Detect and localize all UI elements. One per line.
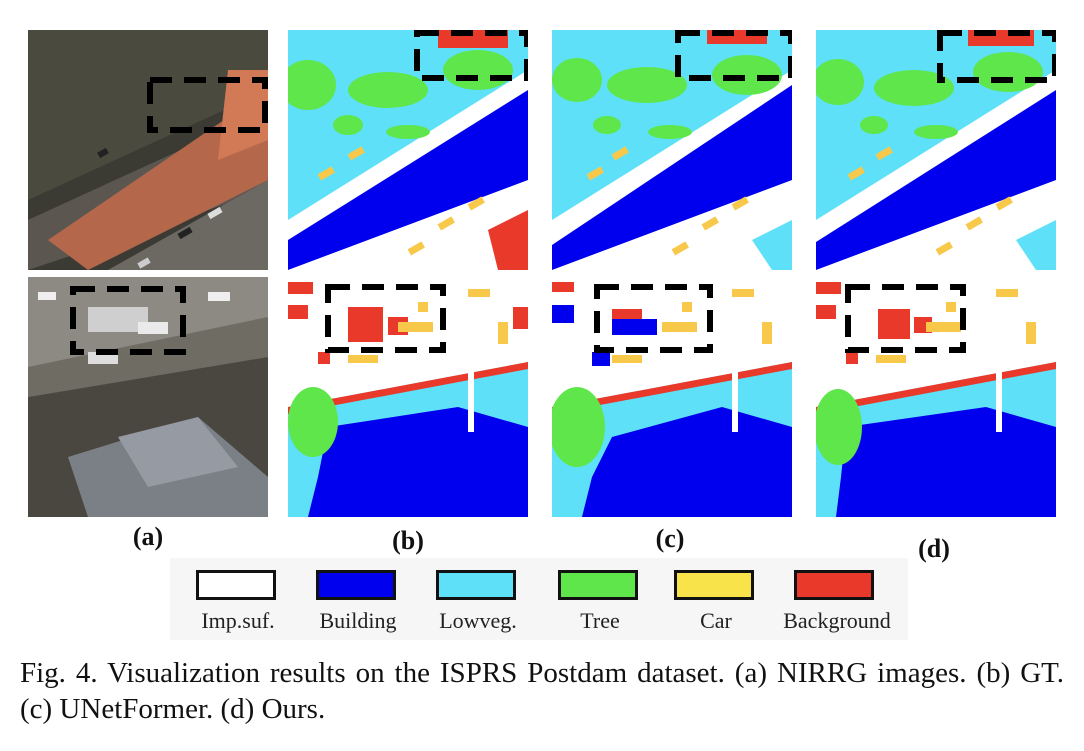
legend-label-imp-suf: Imp.suf.: [201, 608, 275, 633]
legend-item-imp-suf: Imp.suf.: [178, 568, 298, 638]
unetformer-segmentation-top: [552, 30, 792, 270]
legend-label-lowveg: Lowveg.: [439, 608, 517, 633]
ours-segmentation-bottom: [816, 277, 1056, 517]
legend-swatch-car: [674, 570, 754, 600]
panel-label-d: (d): [918, 534, 950, 563]
legend-item-building: Building: [298, 568, 418, 638]
nirrg-image-bottom: [28, 277, 268, 517]
ours-segmentation-top: [816, 30, 1056, 270]
gt-segmentation-top: [288, 30, 528, 270]
panel-label-b: (b): [392, 526, 424, 555]
legend-item-tree: Tree: [540, 568, 660, 638]
legend-item-lowveg: Lowveg.: [418, 568, 538, 638]
legend-swatch-background: [794, 570, 874, 600]
legend-label-tree: Tree: [580, 608, 620, 633]
legend-label-car: Car: [700, 608, 732, 633]
legend-swatch-imp-suf: [196, 570, 276, 600]
panel-label-c: (c): [655, 524, 685, 553]
legend-swatch-building: [316, 570, 396, 600]
gt-segmentation-bottom: [288, 277, 528, 517]
figure-caption: Fig. 4. Visualization results on the ISP…: [20, 657, 1064, 725]
nirrg-image-top: [28, 30, 268, 270]
legend-label-building: Building: [319, 608, 397, 633]
legend-swatch-tree: [558, 570, 638, 600]
legend-item-car: Car: [656, 568, 776, 638]
legend-item-background: Background: [776, 568, 906, 638]
legend: Imp.suf. Building Lowveg. Tree Car Backg…: [170, 558, 908, 640]
legend-swatch-lowveg: [436, 570, 516, 600]
unetformer-segmentation-bottom: [552, 277, 792, 517]
legend-label-background: Background: [783, 608, 891, 633]
panel-label-a: (a): [132, 522, 164, 551]
